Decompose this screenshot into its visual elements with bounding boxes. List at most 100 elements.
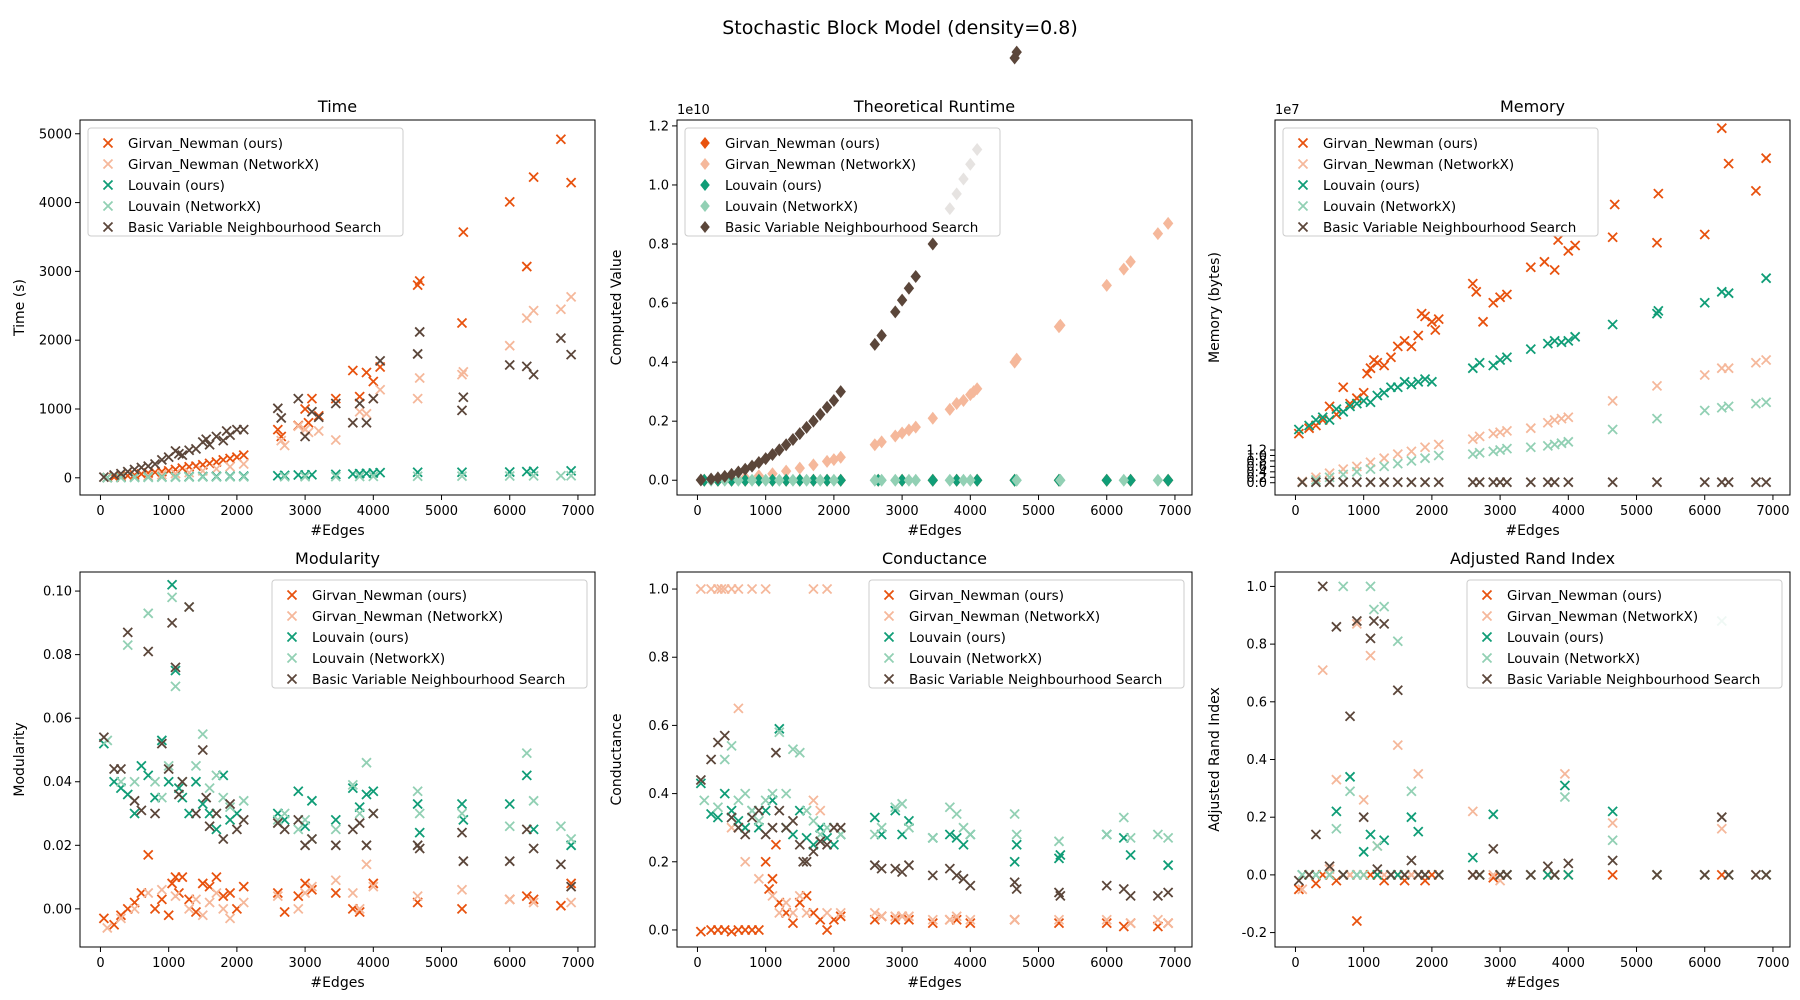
data-point — [279, 470, 290, 481]
data-point — [1559, 768, 1571, 780]
data-point — [414, 372, 425, 384]
data-point — [1101, 880, 1112, 891]
x-axis-label: #Edges — [310, 975, 364, 991]
data-point — [1118, 921, 1129, 932]
data-point — [224, 887, 236, 899]
legend: Girvan_Newman (ours) Girvan_Newman (Netwo… — [868, 579, 1185, 689]
data-point — [1563, 858, 1574, 869]
data-point — [1011, 839, 1022, 850]
data-point — [958, 473, 969, 487]
data-point — [177, 871, 188, 883]
data-point — [170, 472, 181, 483]
figure-title: Stochastic Block Model (density=0.8) — [722, 17, 1078, 39]
data-point — [368, 881, 379, 892]
data-point — [163, 763, 174, 775]
data-point — [1365, 363, 1376, 374]
data-point — [504, 470, 515, 482]
data-point — [1750, 357, 1762, 368]
data-point — [565, 833, 577, 845]
data-point — [98, 732, 110, 743]
data-point — [456, 405, 468, 416]
data-point — [1607, 869, 1618, 881]
data-point — [204, 821, 215, 832]
data-point — [313, 425, 324, 437]
data-point — [1009, 51, 1020, 65]
data-point — [184, 467, 195, 478]
data-point — [504, 856, 515, 867]
data-point — [1351, 466, 1362, 477]
x-tick-label: 3000 — [886, 504, 919, 519]
legend-marker — [700, 158, 710, 170]
data-point — [414, 275, 425, 287]
x-tick-label: 7000 — [561, 956, 594, 971]
y-tick-label: 0.0 — [1246, 868, 1267, 883]
data-point — [347, 779, 358, 791]
chart-title: Memory — [1500, 97, 1565, 116]
data-point — [1303, 423, 1315, 434]
data-point — [1011, 829, 1022, 840]
data-point — [695, 774, 707, 786]
data-point — [746, 583, 758, 595]
data-point — [1559, 791, 1571, 803]
data-point — [293, 903, 304, 915]
data-point — [1055, 849, 1066, 861]
data-point — [1750, 477, 1762, 488]
x-axis-label: #Edges — [907, 523, 961, 539]
data-point — [890, 863, 901, 874]
data-point — [330, 875, 341, 886]
data-point — [1406, 477, 1417, 488]
data-point — [565, 470, 577, 481]
data-point — [835, 473, 846, 487]
x-tick-label: 3000 — [289, 504, 322, 519]
data-point — [224, 798, 236, 810]
data-point — [753, 924, 764, 936]
data-point — [1310, 414, 1322, 426]
legend-marker — [883, 631, 895, 643]
data-point — [965, 917, 976, 929]
data-point — [835, 907, 846, 919]
data-point — [555, 304, 567, 315]
data-point — [1392, 636, 1403, 647]
data-point — [1331, 403, 1342, 415]
data-point — [368, 786, 379, 797]
data-point — [218, 891, 229, 902]
data-point — [414, 827, 425, 838]
y-tick-label: 0.4 — [1246, 465, 1267, 480]
data-point — [521, 824, 532, 835]
data-point — [1392, 341, 1403, 352]
data-point — [760, 856, 771, 867]
y-tick-label: 0.2 — [1246, 471, 1267, 486]
data-point — [190, 906, 202, 918]
data-point — [456, 884, 468, 895]
data-point — [787, 917, 799, 929]
legend-label: Louvain (NetworkX) — [909, 651, 1042, 667]
data-point — [368, 878, 379, 889]
axes-frame — [676, 571, 1193, 948]
data-point — [695, 583, 707, 595]
data-point — [1413, 330, 1424, 341]
data-point — [306, 884, 318, 895]
x-tick-label: 6000 — [493, 504, 526, 519]
data-point — [794, 461, 805, 475]
legend-marker — [883, 589, 895, 601]
data-point — [293, 814, 304, 826]
data-point — [143, 470, 154, 481]
legend-label: Basic Variable Neighbourhood Search — [128, 220, 381, 236]
data-point — [163, 776, 174, 787]
data-point — [1607, 855, 1618, 866]
y-tick-label: 0.04 — [43, 775, 72, 790]
data-point — [238, 449, 249, 461]
data-point — [211, 463, 222, 474]
data-point — [1563, 436, 1574, 447]
data-point — [869, 337, 881, 351]
data-point — [1760, 153, 1772, 164]
data-point — [456, 471, 468, 482]
y-axis-label: Time (s) — [12, 279, 28, 337]
data-point — [1607, 817, 1618, 829]
data-point — [1750, 869, 1762, 881]
data-point — [354, 906, 365, 918]
data-point — [565, 291, 577, 302]
legend-label: Louvain (ours) — [312, 630, 409, 646]
data-point — [521, 770, 532, 781]
data-point — [1293, 424, 1305, 435]
